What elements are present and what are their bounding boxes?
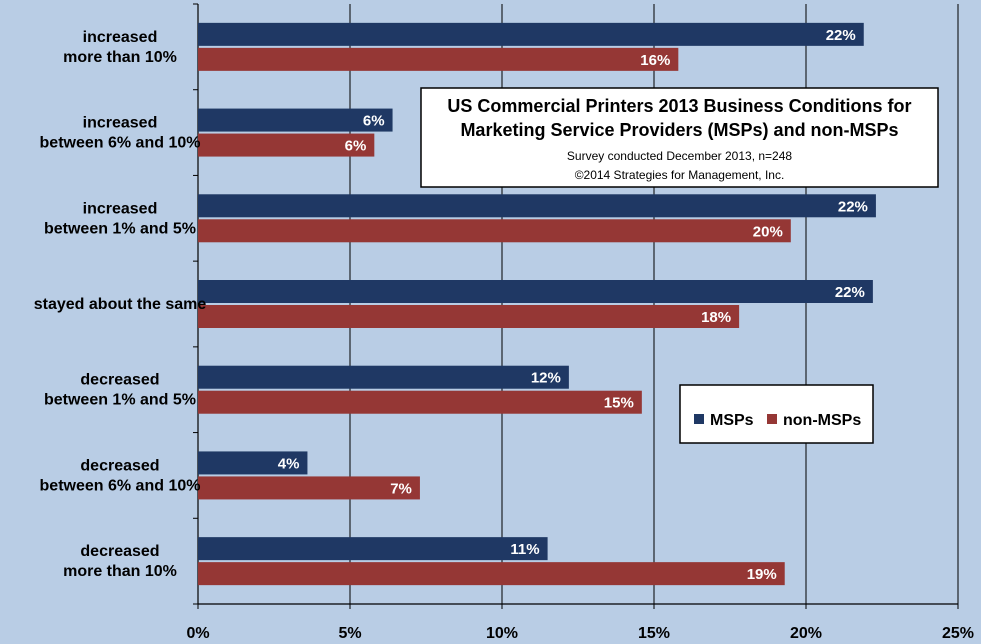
bar-value-label: 7% xyxy=(390,480,412,497)
legend-swatch-non-msps xyxy=(767,414,777,424)
title-box-border xyxy=(420,87,939,188)
bar-msps xyxy=(198,280,873,303)
category-label: decreased xyxy=(80,543,159,560)
x-tick-label: 0% xyxy=(186,625,209,642)
category-label: between 1% and 5% xyxy=(44,220,196,237)
bar-non-msps xyxy=(198,47,679,71)
x-tick-labels: 0% 5% 10% 15% 20% 25% xyxy=(186,625,974,642)
bar-msps xyxy=(198,451,308,475)
category-label: between 1% and 5% xyxy=(44,392,196,409)
chart-title-line-2: Marketing Service Providers (MSPs) and n… xyxy=(460,120,898,140)
bar-value-label: 15% xyxy=(604,395,634,412)
x-tick-label: 10% xyxy=(486,625,518,642)
bar-non-msps xyxy=(198,562,785,586)
bar-msps xyxy=(198,365,569,389)
bar-non-msps xyxy=(198,390,642,414)
bar-value-label: 19% xyxy=(747,566,777,583)
category-label: decreased xyxy=(80,372,159,389)
category-label: stayed about the same xyxy=(34,296,207,313)
legend-label-msps: MSPs xyxy=(710,412,754,429)
category-label: between 6% and 10% xyxy=(40,135,201,152)
x-tick-label: 5% xyxy=(338,625,361,642)
bar-value-label: 20% xyxy=(753,223,783,240)
bar-non-msps xyxy=(198,219,791,243)
bar-msps xyxy=(198,22,864,46)
category-label: between 6% and 10% xyxy=(40,477,201,494)
category-label: increased xyxy=(83,115,158,132)
x-tick-label: 20% xyxy=(790,625,822,642)
legend-label-non-msps: non-MSPs xyxy=(783,412,861,429)
bar-value-label: 16% xyxy=(640,52,670,69)
bar-non-msps xyxy=(198,305,740,328)
bar-msps xyxy=(198,537,548,561)
category-label: increased xyxy=(83,29,158,46)
bar-msps xyxy=(198,194,876,218)
bar-value-label: 12% xyxy=(531,370,561,387)
chart-subtitle-line-1: Survey conducted December 2013, n=248 xyxy=(567,149,792,163)
category-label: more than 10% xyxy=(63,563,177,580)
bars: 22% 16% 6% 6% 22% 20% 22% 18% 12% 15% 4% 7% 11% 19% xyxy=(198,22,876,586)
bar-value-label: 22% xyxy=(826,27,856,44)
bar-non-msps xyxy=(198,476,420,500)
bar-value-label: 6% xyxy=(363,113,385,130)
x-tick-label: 15% xyxy=(638,625,670,642)
x-tick-label: 25% xyxy=(942,625,974,642)
chart-title-line-1: US Commercial Printers 2013 Business Con… xyxy=(447,96,911,116)
axes xyxy=(193,3,959,609)
bar-value-label: 18% xyxy=(701,309,731,326)
bar-value-label: 4% xyxy=(278,455,300,472)
category-label: decreased xyxy=(80,457,159,474)
bar-non-msps xyxy=(198,133,375,157)
legend-swatch-msps xyxy=(694,414,704,424)
title-box: US Commercial Printers 2013 Business Con… xyxy=(420,87,939,188)
bar-value-label: 22% xyxy=(835,284,865,301)
category-label: increased xyxy=(83,200,158,217)
bar-msps xyxy=(198,108,393,132)
bar-value-label: 11% xyxy=(510,541,539,558)
bar-value-label: 22% xyxy=(838,198,868,215)
category-labels: increased more than 10% increased between 6… xyxy=(34,29,207,580)
bar-value-label: 6% xyxy=(345,138,367,155)
legend: MSPs non-MSPs xyxy=(679,384,874,444)
chart-subtitle-line-2: ©2014 Strategies for Management, Inc. xyxy=(575,168,785,182)
category-label: more than 10% xyxy=(63,49,177,66)
